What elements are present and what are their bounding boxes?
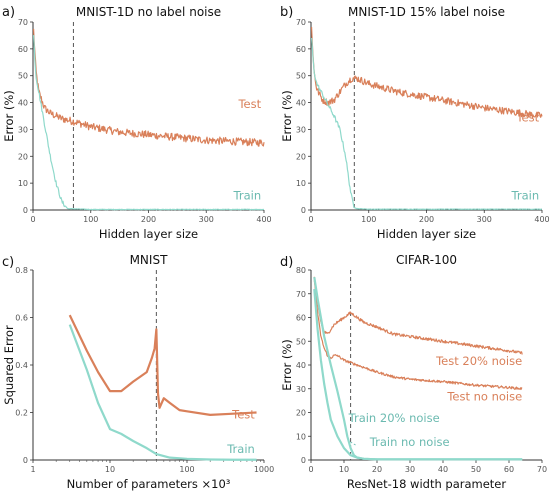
y-tick-label: 40 [18, 99, 28, 108]
chart-panel-d: d) CIFAR-100 0 10 20 30 40 50 60 70 0 10 20 30 40 50 60 7… [280, 253, 547, 491]
x-tick-label: 20 [372, 465, 382, 474]
x-tick-label: 100 [361, 215, 376, 224]
x-axis-label: ResNet-18 width parameter [347, 477, 507, 491]
y-tick-label: 50 [296, 337, 306, 346]
y-tick-label: 0.2 [15, 409, 28, 418]
y-tick-label: 0.6 [15, 314, 28, 323]
y-tick-label: 20 [296, 409, 306, 418]
y-tick-label: 40 [296, 99, 306, 108]
series-label: Train [511, 188, 540, 202]
y-tick-label: 70 [296, 290, 306, 299]
x-axis-label: Hidden layer size [377, 227, 476, 241]
chart-panel-a: a) MNIST-1D no label noise 0 100 200 300 400 0 1… [2, 5, 272, 241]
y-tick-label: 70 [18, 18, 28, 27]
series-label: Test [515, 110, 539, 124]
x-tick-label: 400 [534, 215, 549, 224]
series-label: Test no noise [446, 390, 522, 404]
y-tick-label: 40 [296, 361, 306, 370]
series-line-train [32, 35, 265, 211]
series-label: Train 20% noise [348, 411, 440, 425]
y-tick-label: 0 [301, 206, 306, 215]
x-tick-label: 400 [256, 215, 271, 224]
y-tick-label: 60 [296, 45, 306, 54]
y-tick-label: 30 [296, 125, 306, 134]
x-tick-label: 300 [199, 215, 214, 224]
y-axis-label: Squared Error [2, 325, 16, 405]
y-axis-label: Error (%) [280, 339, 294, 391]
chart-title: MNIST-1D no label noise [76, 5, 221, 19]
x-tick-label: 100 [179, 465, 194, 474]
series-line-train [310, 37, 543, 211]
x-axis-label: Hidden layer size [99, 227, 198, 241]
panel-letter: c) [2, 255, 14, 270]
y-tick-label: 60 [18, 45, 28, 54]
series-label: Train no noise [369, 435, 450, 449]
y-tick-label: 10 [18, 179, 28, 188]
series-line-test [68, 314, 257, 416]
series-label: Test 20% noise [435, 354, 522, 368]
x-tick-label: 10 [339, 465, 349, 474]
y-axis-label: Error (%) [2, 90, 16, 142]
x-axis-label: Number of parameters ×10³ [67, 477, 231, 491]
y-tick-label: 20 [296, 152, 306, 161]
series-line-train-20-noise [313, 276, 523, 461]
y-tick-label: 0.8 [15, 266, 28, 275]
y-tick-label: 0.4 [15, 361, 28, 370]
series-line-test-20-noise [313, 276, 523, 355]
y-tick-label: 80 [296, 266, 306, 275]
series-line-test [32, 28, 265, 147]
y-tick-label: 10 [296, 179, 306, 188]
panel-letter: b) [280, 5, 293, 20]
series-line-test-no-noise [313, 280, 523, 391]
y-axis-label: Error (%) [280, 90, 294, 142]
x-tick-label: 200 [141, 215, 156, 224]
chart-panel-c: c) MNIST 1 10 100 1000 0 0.2 0.4 0.6 0.8 Number of … [2, 253, 274, 491]
y-tick-label: 60 [296, 314, 306, 323]
panel-letter: a) [2, 5, 15, 20]
series-label: Train [233, 188, 262, 202]
y-tick-label: 20 [18, 152, 28, 161]
y-tick-label: 30 [18, 125, 28, 134]
series-label: Test [237, 97, 261, 111]
series-line-train-no-noise [313, 288, 523, 461]
x-tick-label: 60 [504, 465, 514, 474]
y-tick-label: 50 [18, 72, 28, 81]
y-tick-label: 30 [296, 385, 306, 394]
chart-panel-b: b) MNIST-1D 15% label noise 0 100 200 300 400 0… [280, 5, 550, 241]
series-line-test [310, 27, 543, 119]
x-tick-label: 10 [105, 465, 115, 474]
y-tick-label: 0 [23, 456, 28, 465]
y-tick-label: 10 [296, 432, 306, 441]
series-label: Test [231, 407, 255, 421]
x-tick-label: 30 [405, 465, 415, 474]
y-tick-label: 0 [301, 456, 306, 465]
series-label: Train [226, 442, 255, 456]
x-tick-label: 50 [471, 465, 481, 474]
series-line-train [68, 324, 257, 461]
x-tick-label: 0 [30, 215, 35, 224]
chart-title: MNIST-1D 15% label noise [348, 5, 505, 19]
y-tick-label: 70 [296, 18, 306, 27]
x-tick-label: 100 [83, 215, 98, 224]
x-tick-label: 1 [30, 465, 35, 474]
x-tick-label: 200 [419, 215, 434, 224]
x-tick-label: 0 [308, 215, 313, 224]
y-tick-label: 50 [296, 72, 306, 81]
x-tick-label: 1000 [254, 465, 274, 474]
x-tick-label: 0 [308, 465, 313, 474]
chart-title: MNIST [130, 253, 168, 267]
x-tick-label: 70 [537, 465, 547, 474]
x-tick-label: 40 [438, 465, 448, 474]
panel-letter: d) [280, 255, 293, 270]
x-tick-label: 300 [477, 215, 492, 224]
annotation-pointer [348, 440, 356, 446]
y-tick-label: 0 [23, 206, 28, 215]
chart-title: CIFAR-100 [396, 253, 457, 267]
